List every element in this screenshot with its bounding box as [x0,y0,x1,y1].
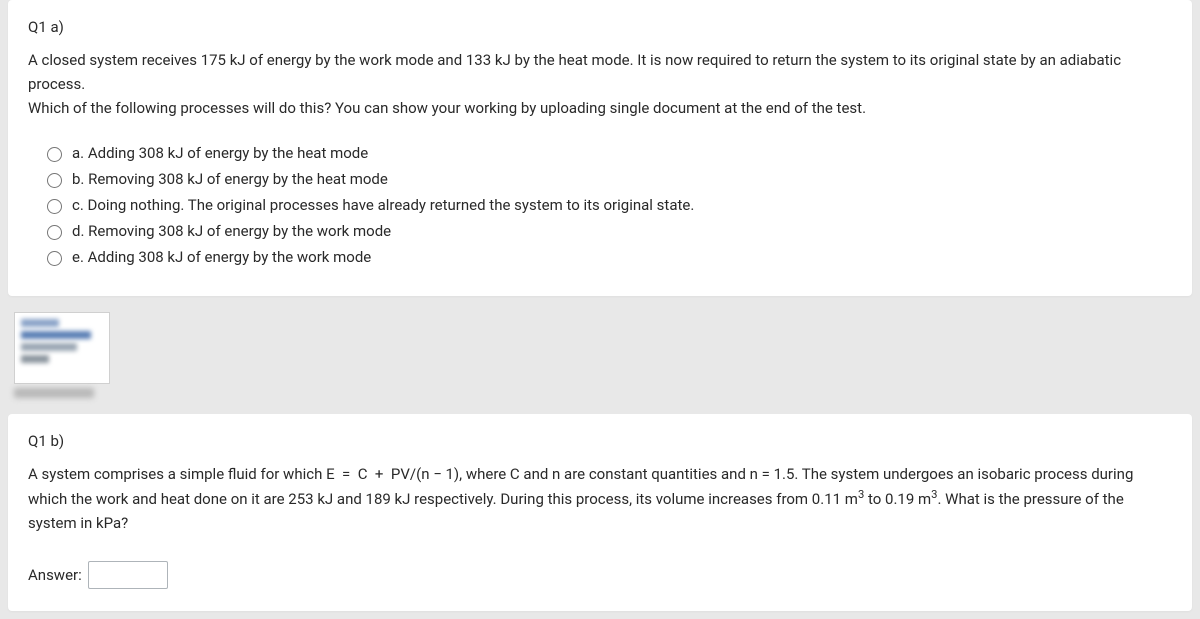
option-label-d: d. Removing 308 kJ of energy by the work… [72,222,391,240]
option-label-a: a. Adding 308 kJ of energy by the heat m… [72,144,368,162]
q1a-body-line1: A closed system receives 175 kJ of energ… [28,51,1121,93]
navigation-thumbnail[interactable] [8,304,116,402]
thumb-line-2 [21,331,91,339]
q1b-body-text: A system comprises a simple fluid for wh… [28,465,1133,532]
option-radio-d[interactable] [47,225,62,240]
question-body-q1a: A closed system receives 175 kJ of energ… [28,48,1172,120]
option-radio-a[interactable] [47,147,62,162]
option-row-e: e. Adding 308 kJ of energy by the work m… [42,248,1172,266]
question-body-q1b: A system comprises a simple fluid for wh… [28,462,1172,535]
option-label-c: c. Doing nothing. The original processes… [72,196,694,214]
thumb-line-4 [21,355,49,363]
question-title-q1a: Q1 a) [28,18,1172,36]
question-card-q1a: Q1 a) A closed system receives 175 kJ of… [8,0,1192,296]
option-row-b: b. Removing 308 kJ of energy by the heat… [42,170,1172,188]
option-radio-b[interactable] [47,173,62,188]
option-label-b: b. Removing 308 kJ of energy by the heat… [72,170,388,188]
option-label-e: e. Adding 308 kJ of energy by the work m… [72,248,371,266]
answer-row: Answer: [28,561,1172,589]
option-radio-e[interactable] [47,251,62,266]
option-radio-c[interactable] [47,199,62,214]
q1a-body-line2: Which of the following processes will do… [28,99,866,117]
option-row-a: a. Adding 308 kJ of energy by the heat m… [42,144,1172,162]
thumb-line-3 [21,343,77,351]
option-row-c: c. Doing nothing. The original processes… [42,196,1172,214]
question-card-q1b: Q1 b) A system comprises a simple fluid … [8,414,1192,611]
options-group-q1a: a. Adding 308 kJ of energy by the heat m… [28,144,1172,266]
answer-label: Answer: [28,566,82,584]
thumb-line-1 [21,319,59,327]
option-row-d: d. Removing 308 kJ of energy by the work… [42,222,1172,240]
answer-input[interactable] [88,561,168,589]
thumbnail-caption [14,388,94,398]
thumbnail-preview [14,312,110,384]
question-title-q1b: Q1 b) [28,432,1172,450]
